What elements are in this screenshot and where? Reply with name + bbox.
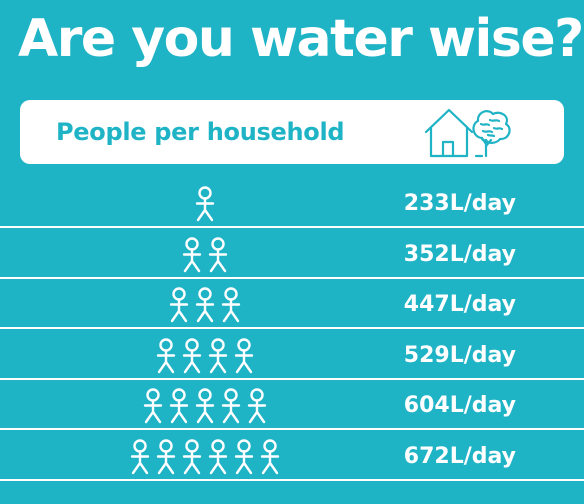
person-icon <box>156 438 176 474</box>
people-per-household-label: People per household <box>56 118 345 146</box>
usage-label: 447L/day <box>403 292 516 317</box>
table-row: 604L/day <box>0 382 584 430</box>
usage-label: 233L/day <box>403 191 516 216</box>
person-icon <box>247 388 267 424</box>
person-icon <box>208 236 228 272</box>
person-icon <box>234 438 254 474</box>
table-row: 529L/day <box>0 332 584 380</box>
person-icon <box>169 287 189 323</box>
person-icon <box>182 236 202 272</box>
table-row: 352L/day <box>0 231 584 279</box>
table-row: 672L/day <box>0 433 584 481</box>
person-icon <box>182 337 202 373</box>
people-pictogram <box>70 236 340 273</box>
person-icon <box>195 388 215 424</box>
person-icon <box>195 287 215 323</box>
person-icon <box>182 438 202 474</box>
household-header-card: People per household <box>20 100 564 164</box>
people-pictogram <box>70 438 340 475</box>
house-with-tree-icon <box>420 104 530 168</box>
people-pictogram <box>70 337 340 374</box>
person-icon <box>130 438 150 474</box>
usage-table: 233L/day 352L/day 447L/day 529L/day 604L/day… <box>0 180 584 483</box>
person-icon <box>195 186 215 222</box>
person-icon <box>169 388 189 424</box>
people-pictogram <box>70 186 340 222</box>
people-pictogram <box>70 388 340 424</box>
person-icon <box>208 337 228 373</box>
person-icon <box>143 388 163 424</box>
person-icon <box>208 438 228 474</box>
table-row: 233L/day <box>0 180 584 228</box>
people-pictogram <box>70 287 340 323</box>
person-icon <box>260 438 280 474</box>
usage-label: 529L/day <box>403 342 516 368</box>
person-icon <box>234 337 254 373</box>
page-title: Are you water wise? <box>18 9 584 69</box>
usage-label: 672L/day <box>403 443 516 469</box>
person-icon <box>221 287 241 323</box>
table-row: 447L/day <box>0 281 584 329</box>
usage-label: 352L/day <box>403 241 516 267</box>
person-icon <box>221 388 241 424</box>
usage-label: 604L/day <box>403 393 516 418</box>
person-icon <box>156 337 176 373</box>
